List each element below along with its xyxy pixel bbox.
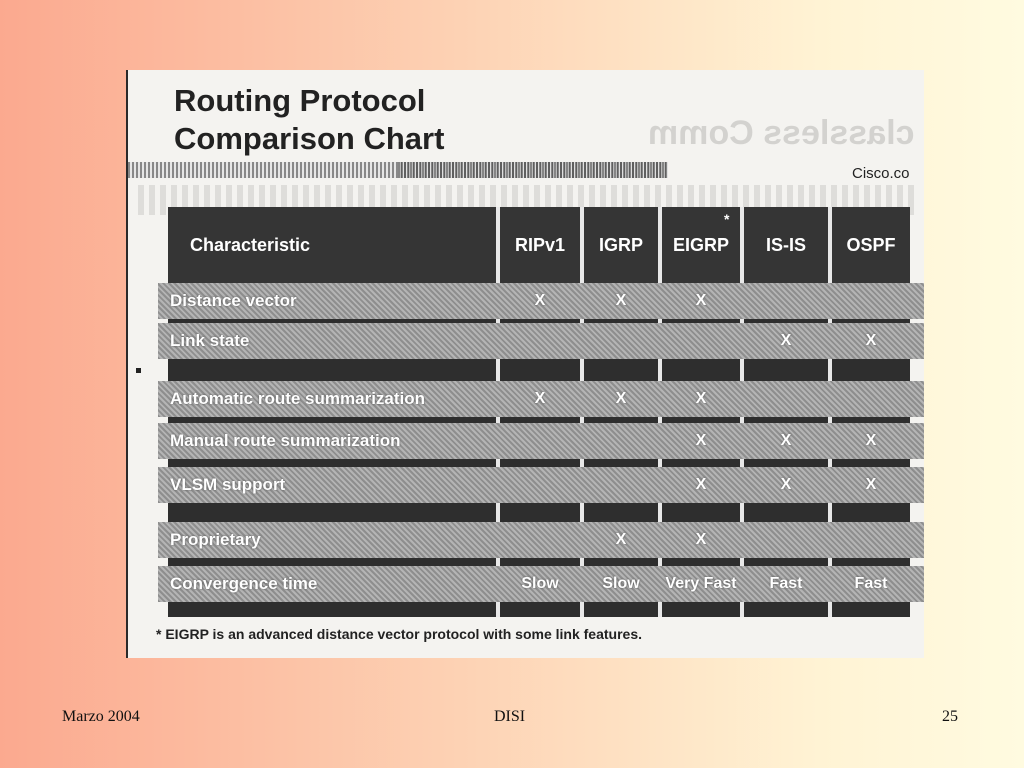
cell-ospf: X <box>865 332 877 349</box>
cell-igrp: X <box>615 531 627 548</box>
cell-eigrp: X <box>695 292 707 309</box>
cell-ospf <box>832 522 910 558</box>
mirrored-bleedthrough: classless Comm <box>648 114 915 152</box>
footer-page-number: 25 <box>942 708 958 725</box>
row-label: Manual route summarization <box>170 431 401 450</box>
cell-ripv1: X <box>534 292 546 309</box>
row-label: VLSM support <box>170 475 286 494</box>
row-label: Convergence time <box>170 574 318 593</box>
cell-ripv1: X <box>534 390 546 407</box>
header-eigrp: EIGRP <box>662 207 740 283</box>
cell-ospf: Fast <box>854 575 888 592</box>
cell-eigrp: X <box>695 390 707 407</box>
cell-igrp <box>584 323 658 359</box>
header-characteristic: Characteristic <box>168 207 496 283</box>
table-row: Link state X X <box>158 323 924 359</box>
row-label: Proprietary <box>170 530 261 549</box>
chart-title: Routing Protocol Comparison Chart <box>174 82 444 158</box>
cell-eigrp: X <box>695 476 707 493</box>
cell-ospf <box>832 283 910 319</box>
comparison-chart-image: classless Comm Routing Protocol Comparis… <box>126 70 924 658</box>
cell-ripv1 <box>500 423 580 459</box>
cell-ripv1 <box>500 323 580 359</box>
cell-eigrp: Very Fast <box>665 575 737 592</box>
scan-mark <box>136 368 141 373</box>
cell-isis <box>744 283 828 319</box>
header-ospf: OSPF <box>832 207 910 283</box>
eigrp-footnote-marker: * <box>724 211 730 227</box>
cell-igrp: Slow <box>602 575 640 592</box>
cell-isis <box>744 381 828 417</box>
chart-title-line1: Routing Protocol <box>174 83 426 118</box>
cell-ospf: X <box>865 476 877 493</box>
cell-isis: X <box>780 476 792 493</box>
comparison-table: Characteristic RIPv1 IGRP EIGRP IS-IS OS… <box>158 207 924 617</box>
cell-igrp <box>584 423 658 459</box>
cell-eigrp <box>662 323 740 359</box>
cell-isis <box>744 522 828 558</box>
footer-center: DISI <box>494 708 526 725</box>
cell-igrp: X <box>615 292 627 309</box>
cell-igrp <box>584 467 658 503</box>
table-row: Proprietary X X <box>158 522 924 558</box>
table-row: Distance vector X X X <box>158 283 924 319</box>
cell-isis: X <box>780 332 792 349</box>
footnote: * EIGRP is an advanced distance vector p… <box>156 626 643 642</box>
cell-eigrp: X <box>695 432 707 449</box>
header-igrp: IGRP <box>584 207 658 283</box>
cell-igrp: X <box>615 390 627 407</box>
cell-isis: Fast <box>769 575 803 592</box>
row-label: Automatic route summarization <box>170 389 426 408</box>
cisco-brand: Cisco.co <box>852 165 910 182</box>
header-isis: IS-IS <box>744 207 828 283</box>
row-label: Link state <box>170 331 250 350</box>
cell-ospf: X <box>865 432 877 449</box>
cell-isis: X <box>780 432 792 449</box>
cell-eigrp: X <box>695 531 707 548</box>
table-row: VLSM support X X X <box>158 467 924 503</box>
cell-ripv1 <box>500 522 580 558</box>
table-row: Manual route summarization X X X <box>158 423 924 459</box>
chart-title-line2: Comparison Chart <box>174 121 445 156</box>
table-row: Automatic route summarization X X X <box>158 381 924 417</box>
cell-ospf <box>832 381 910 417</box>
table-row: Convergence time Slow Slow Very Fast Fas… <box>158 566 924 602</box>
cell-ripv1: Slow <box>521 575 559 592</box>
row-label: Distance vector <box>170 291 297 310</box>
header-ripv1: RIPv1 <box>500 207 580 283</box>
cell-ripv1 <box>500 467 580 503</box>
hatch-band-dark <box>398 162 668 178</box>
footer-date: Marzo 2004 <box>62 708 140 725</box>
